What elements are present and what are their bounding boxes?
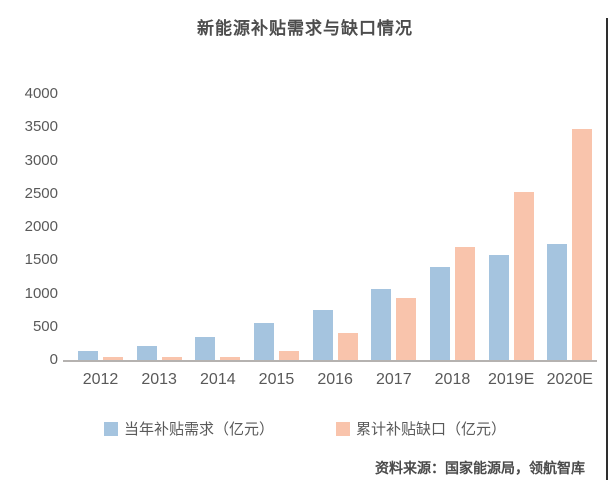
y-tick-label: 3500 <box>24 118 58 136</box>
x-tick-label: 2013 <box>141 371 177 388</box>
bar-demand-2014 <box>195 336 216 360</box>
y-tick-label: 0 <box>49 351 58 368</box>
x-tick-label: 2019E <box>487 371 535 388</box>
legend-swatch-demand <box>103 421 118 436</box>
y-tick-label: 2500 <box>24 184 58 202</box>
x-tick-label: 2014 <box>200 371 236 388</box>
bar-gap-2018 <box>454 246 475 360</box>
bar-demand-2018 <box>429 266 450 360</box>
y-tick-label: 1000 <box>24 284 58 302</box>
bar-gap-2012 <box>103 357 123 360</box>
legend-item: 累计补贴缺口（亿元） <box>336 418 506 439</box>
bar-demand-2016 <box>312 310 333 360</box>
y-tick-label: 3000 <box>24 151 58 169</box>
y-tick-label: 2000 <box>24 218 58 235</box>
bar-demand-2015 <box>253 322 274 360</box>
bar-gap-2014 <box>220 357 241 360</box>
right-edge-border <box>606 18 608 480</box>
chart-title: 新能源补贴需求与缺口情况 <box>197 19 413 38</box>
x-axis: 2012 2013 2014 2015 2016 2017 2018 2019E 2020E <box>0 371 610 393</box>
bar-gap-2019E <box>513 192 534 360</box>
bar-gap-2020E <box>572 129 593 360</box>
bar-gap-2015 <box>278 351 299 360</box>
bar-demand-2013 <box>136 346 157 360</box>
bar-gap-2017 <box>396 298 417 360</box>
legend: 当年补贴需求（亿元） 累计补贴缺口（亿元） <box>0 418 610 439</box>
y-tick-label: 1500 <box>24 251 58 269</box>
bar-demand-2012 <box>78 351 98 360</box>
x-tick-label: 2020E <box>546 371 593 388</box>
x-tick-label: 2012 <box>82 371 119 388</box>
legend-swatch-gap <box>336 421 350 436</box>
x-tick-label: 2017 <box>376 371 412 388</box>
plot-area <box>63 94 597 362</box>
x-tick-label: 2018 <box>434 371 471 388</box>
bar-demand-2017 <box>371 288 392 360</box>
legend-label: 当年补贴需求（亿元） <box>123 421 274 438</box>
bar-demand-2020E <box>547 243 568 360</box>
x-tick-label: 2015 <box>258 371 295 388</box>
bar-demand-2019E <box>488 254 509 360</box>
legend-item: 当年补贴需求（亿元） <box>103 418 274 439</box>
legend-label: 累计补贴缺口（亿元） <box>356 421 507 438</box>
bar-gap-2013 <box>161 357 182 360</box>
y-tick-label: 4000 <box>24 85 58 102</box>
bar-gap-2016 <box>337 333 358 360</box>
source-note: 资料来源：国家能源局，领航智库 <box>375 460 585 476</box>
x-tick-label: 2016 <box>317 371 353 388</box>
y-tick-label: 500 <box>32 317 58 335</box>
